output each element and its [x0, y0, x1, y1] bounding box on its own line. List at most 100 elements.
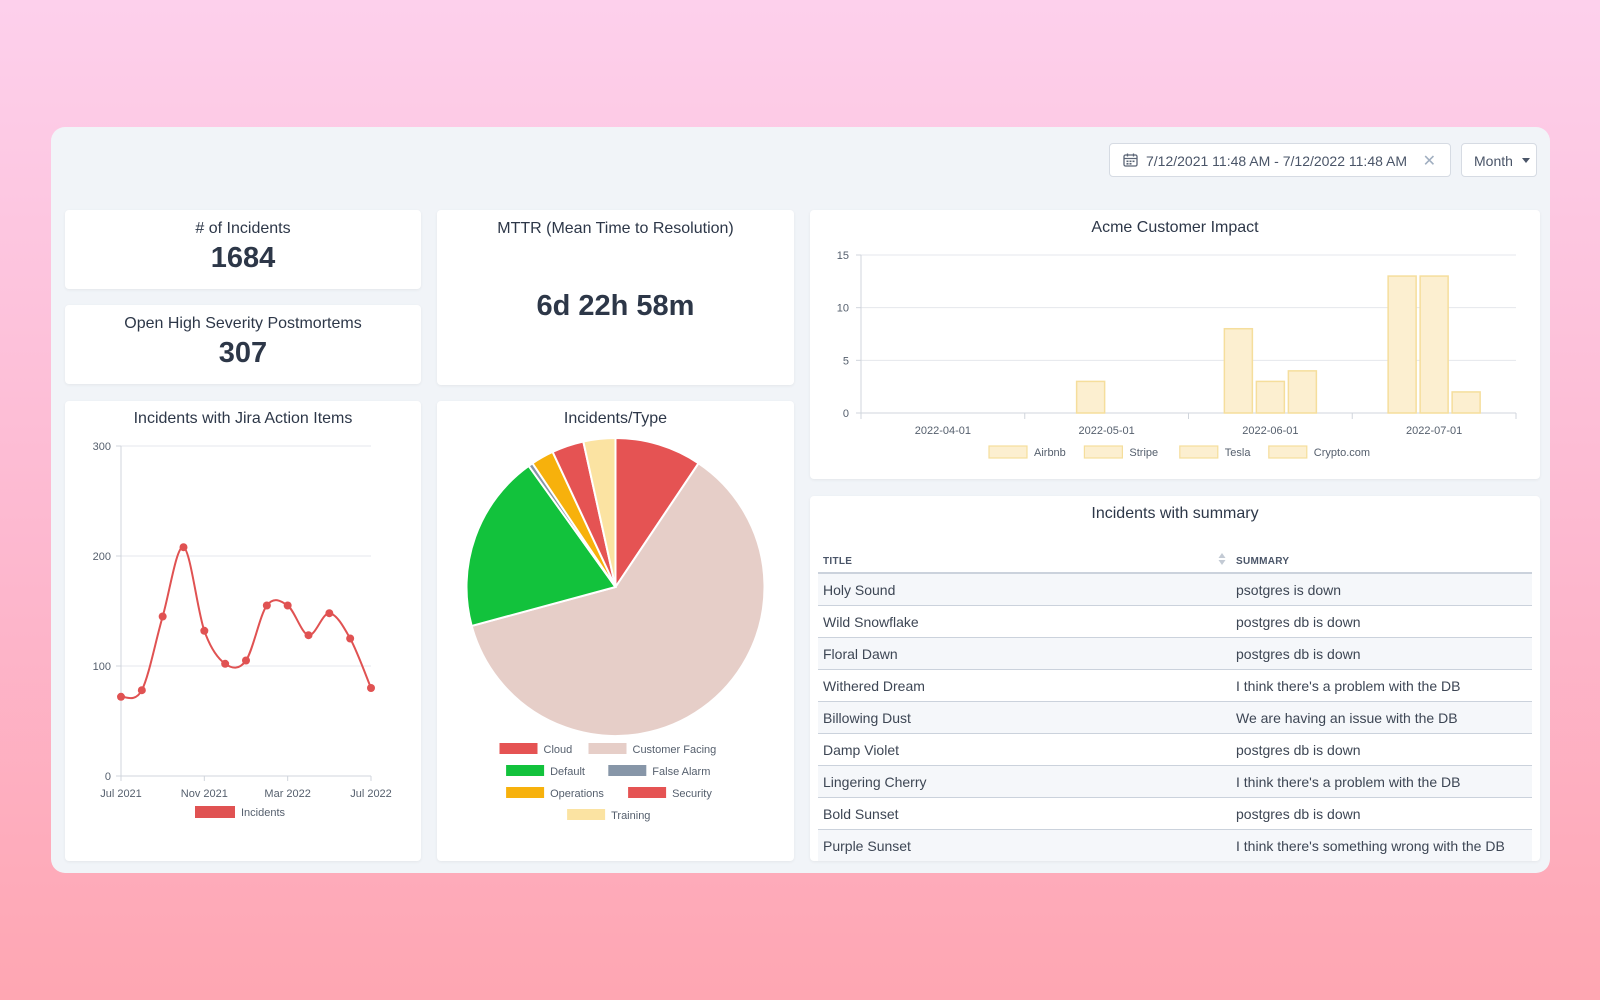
y-tick-label: 0	[105, 771, 111, 783]
clear-icon[interactable]: ✕	[1422, 153, 1436, 170]
date-range-picker[interactable]: 7/12/2021 11:48 AM - 7/12/2022 11:48 AM …	[1109, 143, 1451, 177]
chevron-down-icon	[1522, 158, 1530, 163]
data-point	[325, 609, 334, 618]
legend-label: Default	[550, 766, 585, 778]
mttr-card: MTTR (Mean Time to Resolution) 6d 22h 58…	[437, 210, 794, 385]
table-row[interactable]: Holy Sound psotgres is down	[818, 574, 1532, 606]
cell-summary: psotgres is down	[1236, 582, 1342, 598]
table-row[interactable]: Withered Dream I think there's a problem …	[818, 670, 1532, 702]
bar	[1419, 275, 1449, 414]
pie-slice-customer-facing	[470, 461, 766, 737]
chart-title: Acme Customer Impact	[1091, 219, 1259, 236]
cell-summary: I think there's a problem with the DB	[1236, 678, 1461, 694]
pie-slice-training	[582, 436, 617, 588]
data-point	[367, 684, 375, 692]
bar	[1387, 275, 1417, 414]
legend-label: Airbnb	[1034, 447, 1066, 459]
legend-label: Crypto.com	[1314, 447, 1370, 459]
table-row[interactable]: Wild Snowflake postgres db is down	[818, 606, 1532, 638]
cell-summary: We are having an issue with the DB	[1236, 710, 1458, 726]
cell-title: Lingering Cherry	[823, 774, 927, 790]
cell-title: Billowing Dust	[823, 710, 911, 726]
incidents-type-card: Incidents/Type Cloud Customer Facing Defau…	[437, 401, 794, 861]
x-tick-label: 2022-06-01	[1242, 425, 1298, 437]
sort-icon[interactable]	[1218, 552, 1226, 566]
incidents-table: TITLE SUMMARY Holy Sound psotgres is down…	[818, 546, 1532, 861]
cell-title: Floral Dawn	[823, 646, 898, 662]
legend-swatch	[628, 787, 667, 798]
bar	[1255, 380, 1286, 414]
data-point	[200, 626, 209, 635]
bar	[1451, 391, 1481, 414]
period-select-value: Month	[1474, 153, 1513, 169]
calendar-icon	[1123, 153, 1138, 167]
legend-label: Stripe	[1129, 447, 1158, 459]
legend-swatch	[1083, 445, 1123, 459]
data-point	[221, 659, 230, 668]
legend-label: Tesla	[1225, 447, 1252, 459]
legend-swatch	[567, 809, 606, 820]
legend-label: Operations	[550, 788, 604, 800]
table-row[interactable]: Bold Sunset postgres db is down	[818, 798, 1532, 830]
legend-label: False Alarm	[652, 766, 710, 778]
legend-swatch	[499, 743, 538, 754]
legend-swatch	[1179, 445, 1219, 459]
incidents-count-card: # of Incidents 1684	[65, 210, 421, 289]
bar	[1075, 380, 1106, 414]
data-point	[137, 686, 146, 695]
y-tick-label: 100	[93, 661, 111, 673]
legend-label: Security	[672, 788, 712, 800]
bar-chart: 0 5 10 15 2022-04-01 2022-05-01 2022-06-01 2022…	[837, 250, 1517, 459]
cell-title: Bold Sunset	[823, 806, 899, 822]
table-row[interactable]: Lingering Cherry I think there's a proble…	[818, 766, 1532, 798]
y-tick-label: 10	[837, 303, 849, 315]
cell-summary: postgres db is down	[1236, 806, 1361, 822]
table-body: Holy Sound psotgres is down Wild Snowflake…	[818, 574, 1532, 861]
legend-label: Training	[611, 810, 650, 822]
data-point	[158, 612, 167, 621]
pie-chart: Cloud Customer Facing Default False Alarm Op…	[465, 436, 766, 822]
table-header: TITLE SUMMARY	[818, 546, 1532, 574]
y-tick-label: 200	[93, 551, 111, 563]
x-tick-label: Mar 2022	[264, 788, 310, 800]
column-header-title[interactable]: TITLE	[823, 556, 853, 567]
cell-title: Damp Violet	[823, 742, 900, 758]
mttr-value: 6d 22h 58m	[536, 290, 695, 322]
legend-swatch	[988, 445, 1028, 459]
bar	[1223, 327, 1254, 414]
table-row[interactable]: Damp Violet postgres db is down	[818, 734, 1532, 766]
incidents-count-value: 1684	[210, 242, 276, 274]
cell-summary: postgres db is down	[1236, 614, 1361, 630]
cell-title: Wild Snowflake	[823, 614, 919, 630]
card-title: MTTR (Mean Time to Resolution)	[497, 220, 734, 237]
cell-summary: I think there's something wrong with the…	[1236, 838, 1505, 854]
x-tick-label: 2022-04-01	[915, 425, 971, 437]
x-tick-label: 2022-05-01	[1078, 425, 1134, 437]
table-row[interactable]: Purple Sunset I think there's something w…	[818, 830, 1532, 861]
legend-label: Cloud	[544, 744, 573, 756]
data-point	[242, 656, 250, 665]
data-point	[179, 543, 188, 552]
data-point	[262, 601, 271, 610]
period-select[interactable]: Month	[1461, 143, 1537, 177]
cell-title: Purple Sunset	[823, 838, 911, 854]
chart-title: Incidents with Jira Action Items	[133, 410, 353, 427]
card-title: # of Incidents	[195, 220, 291, 237]
cell-title: Holy Sound	[823, 582, 896, 598]
legend-swatch	[1268, 445, 1308, 459]
cell-summary: postgres db is down	[1236, 646, 1361, 662]
incidents-summary-card: Incidents with summary TITLE SUMMARY Hol…	[810, 496, 1540, 861]
x-tick-label: Nov 2021	[181, 788, 228, 800]
pie-slice-cloud	[614, 436, 700, 591]
legend-label: Customer Facing	[633, 744, 717, 756]
column-header-summary[interactable]: SUMMARY	[1236, 556, 1290, 567]
table-row[interactable]: Floral Dawn postgres db is down	[818, 638, 1532, 670]
table-row[interactable]: Billowing Dust We are having an issue wit…	[818, 702, 1532, 734]
date-range-text: 7/12/2021 11:48 AM - 7/12/2022 11:48 AM	[1146, 153, 1408, 169]
cell-summary: postgres db is down	[1236, 742, 1361, 758]
legend-swatch	[608, 765, 647, 776]
y-tick-label: 0	[843, 408, 849, 420]
legend-swatch	[195, 806, 235, 818]
data-point	[117, 692, 125, 701]
postmortems-value: 307	[218, 337, 268, 369]
